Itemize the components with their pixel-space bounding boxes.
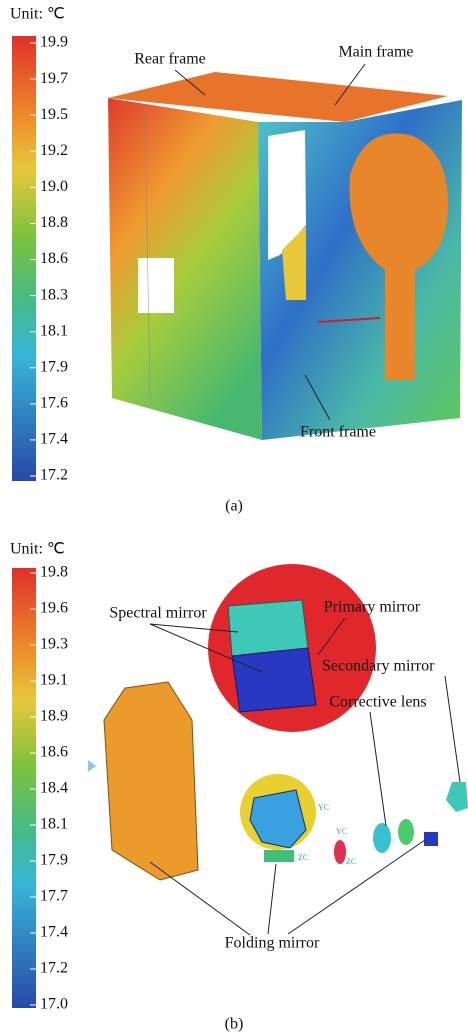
colorbar-tick-label: 19.8 (40, 564, 68, 581)
colorbar (12, 36, 36, 481)
colorbar-tick-label: 18.4 (40, 780, 68, 797)
caption: (a) (225, 498, 243, 515)
colorbar-tick-label: 18.3 (40, 286, 68, 303)
colorbar (12, 568, 36, 1008)
colorbar-tick-label: 17.4 (40, 431, 68, 448)
colorbar-tick-label: 17.7 (40, 888, 68, 905)
colorbar-tick-label: 19.9 (40, 34, 68, 51)
optics-model (103, 564, 468, 881)
axis-mark: ZC (298, 853, 308, 862)
colorbar-tick-label: 19.0 (40, 178, 68, 195)
colorbar-tick-label: 19.1 (40, 672, 68, 689)
colorbar-tick-label: 19.2 (40, 142, 68, 159)
label: Folding mirror (225, 935, 320, 952)
label: Primary mirror (324, 599, 421, 616)
label: Rear frame (134, 51, 206, 68)
axis-mark: YC (336, 827, 347, 836)
colorbar-tick-label: 17.4 (40, 924, 68, 941)
label: Corrective lens (329, 694, 426, 711)
label: Spectral mirror (109, 605, 207, 622)
unit-label: Unit: ℃ (10, 6, 65, 23)
unit-label: Unit: ℃ (10, 541, 65, 558)
colorbar-tick-label: 17.0 (40, 996, 68, 1013)
colorbar-tick-label: 17.9 (40, 358, 68, 375)
colorbar-tick-label: 18.8 (40, 214, 68, 231)
colorbar-tick-label: 17.9 (40, 852, 68, 869)
colorbar-tick-label: 18.6 (40, 250, 68, 267)
colorbar-tick-label: 18.1 (40, 816, 68, 833)
colorbar-tick-label: 19.3 (40, 636, 68, 653)
caption: (b) (225, 1016, 244, 1033)
colorbar-tick-label: 18.9 (40, 708, 68, 725)
axis-mark: YC (318, 803, 329, 812)
axis-mark: ZC (346, 857, 356, 866)
colorbar-tick-label: 19.5 (40, 106, 68, 123)
colorbar-ticks: 19.9 19.7 19.5 19.2 19.0 18.8 18.6 18.3 18.1 17.9… (30, 34, 68, 484)
colorbar-tick-label: 19.6 (40, 600, 68, 617)
colorbar-ticks: 19.8 19.6 19.3 19.1 18.9 18.6 18.4 18.1 17.9 17.7… (30, 564, 68, 1013)
label: Front frame (300, 424, 376, 441)
colorbar-tick-label: 18.6 (40, 744, 68, 761)
colorbar-tick-label: 17.2 (40, 467, 68, 484)
colorbar-tick-label: 19.7 (40, 70, 68, 87)
colorbar-tick-label: 17.2 (40, 960, 68, 977)
colorbar-tick-label: 18.1 (40, 322, 68, 339)
frame-model (108, 72, 462, 440)
label: Main frame (338, 44, 413, 61)
colorbar-tick-label: 17.6 (40, 395, 68, 412)
label: Secondary mirror (322, 658, 435, 675)
